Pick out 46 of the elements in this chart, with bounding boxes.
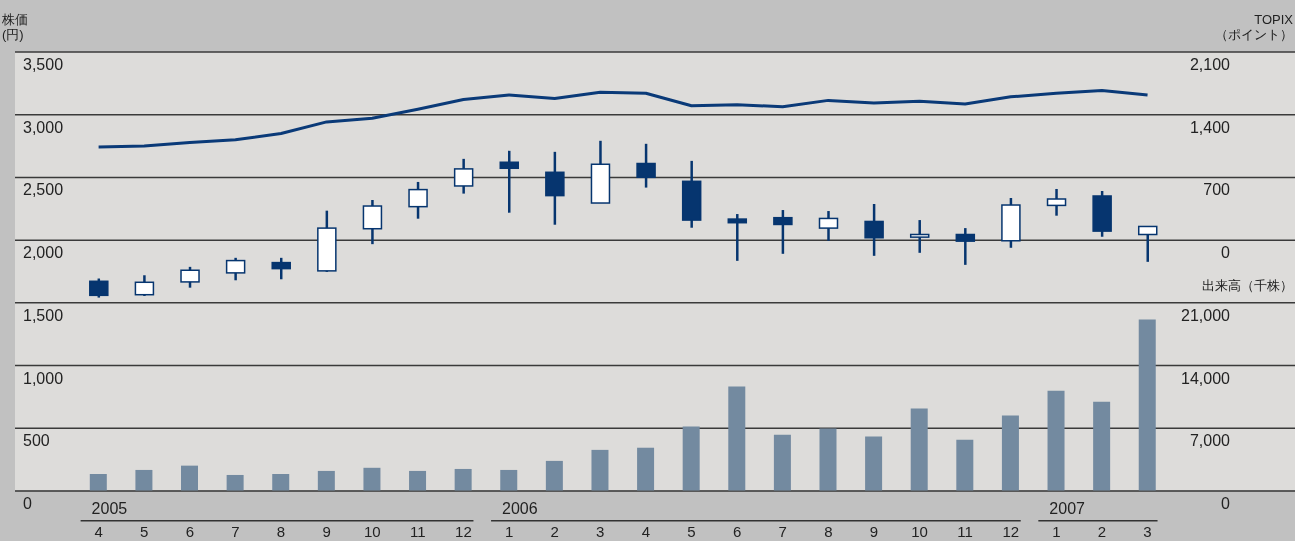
y-tick-label: 3,500 — [23, 56, 64, 73]
x-tick-label: 1 — [1052, 523, 1061, 540]
x-tick-label: 4 — [94, 523, 103, 540]
y2-axis-title: TOPIX （ポイント） — [1215, 12, 1294, 42]
x-tick-label: 8 — [824, 523, 833, 540]
y-axis-title: 株価 (円) — [1, 12, 28, 42]
text: 2006 — [502, 500, 538, 517]
x-tick-label: 11 — [410, 523, 426, 540]
y-tick-label: 1,500 — [23, 306, 64, 324]
x-tick-label: 6 — [732, 523, 742, 540]
y3-tick-label: 14,000 — [1181, 369, 1231, 387]
y-tick-label: 1,000 — [23, 369, 64, 387]
x-tick-label: 9 — [322, 523, 331, 540]
y3-tick-label: 21,000 — [1181, 306, 1231, 324]
x-tick-label: 4 — [641, 523, 651, 540]
x-tick-label: 1 — [504, 523, 514, 540]
text: 2005 — [91, 500, 128, 517]
x-tick-label: 3 — [1143, 523, 1152, 540]
y3-tick-label: 0 — [1221, 495, 1231, 512]
text: 2007 — [1049, 500, 1086, 517]
y2-tick-label: 700 — [1203, 181, 1231, 199]
y-tick-label: 2,500 — [23, 181, 64, 199]
y-tick-label: 0 — [23, 495, 32, 512]
y3-tick-label: 7,000 — [1189, 432, 1231, 450]
y-tick-label: 2,000 — [23, 244, 64, 262]
x-tick-label: 10 — [911, 523, 928, 540]
x-tick-label: 8 — [276, 523, 286, 540]
y-tick-label: 3,000 — [23, 118, 64, 136]
y2-tick-label: 0 — [1221, 244, 1231, 262]
y-tick-label: 500 — [23, 432, 50, 450]
y3-axis-title: 出来高（千株） — [1202, 278, 1293, 293]
x-tick-label: 9 — [869, 523, 879, 540]
y2-tick-label: 1,400 — [1189, 118, 1231, 136]
x-tick-label: 7 — [778, 523, 787, 540]
x-tick-label: 5 — [687, 523, 696, 540]
x-tick-label: 3 — [596, 523, 605, 540]
x-tick-label: 2 — [1097, 523, 1107, 540]
x-tick-label: 12 — [1002, 523, 1020, 540]
x-tick-label: 5 — [140, 523, 149, 540]
x-tick-label: 7 — [231, 523, 240, 540]
y2-tick-label: 2,100 — [1189, 56, 1231, 73]
x-tick-label: 10 — [363, 523, 381, 540]
x-tick-label: 11 — [957, 523, 973, 540]
x-tick-label: 2 — [550, 523, 559, 540]
x-tick-label: 12 — [455, 523, 472, 540]
x-tick-label: 6 — [185, 523, 194, 540]
